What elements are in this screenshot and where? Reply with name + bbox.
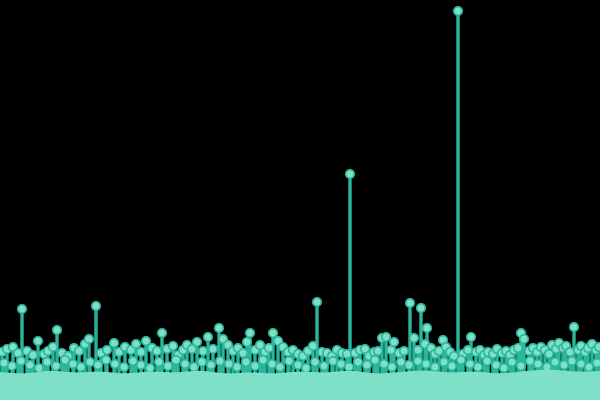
chart-canvas — [0, 5, 600, 400]
stem-plot-chart — [0, 5, 600, 400]
